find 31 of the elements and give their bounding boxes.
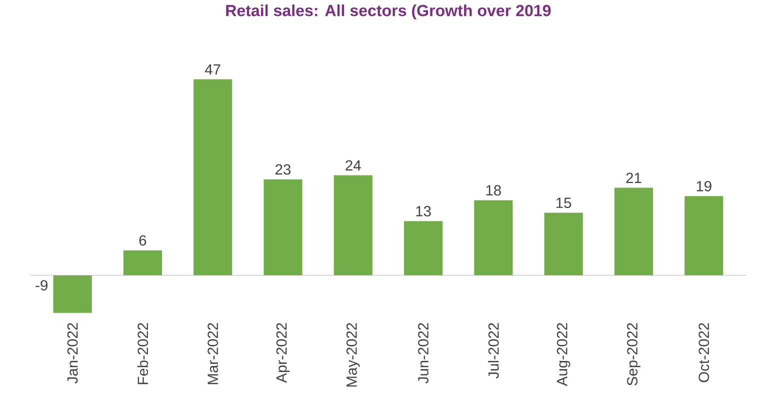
data-label: -9 xyxy=(36,280,48,291)
data-label: 13 xyxy=(416,206,431,217)
x-tick-label: Apr-2022 xyxy=(276,323,290,384)
bar xyxy=(264,180,302,276)
bar xyxy=(334,175,372,276)
chart-title: Retail sales: All sectors (Growth over 2019 xyxy=(226,4,551,20)
data-label: 19 xyxy=(696,181,712,192)
data-label: 23 xyxy=(276,164,291,175)
bar xyxy=(404,221,443,276)
x-tick-label: Oct-2022 xyxy=(698,323,710,382)
bar xyxy=(614,188,654,276)
bar xyxy=(544,212,583,276)
data-label: 15 xyxy=(556,198,572,208)
bar xyxy=(194,79,232,276)
x-tick-label: Aug-2022 xyxy=(556,323,570,386)
bar xyxy=(684,196,724,276)
x-tick-label: Feb-2022 xyxy=(137,323,148,384)
x-tick-label: Jun-2022 xyxy=(418,323,428,384)
data-label: 47 xyxy=(204,64,220,75)
bar xyxy=(123,250,162,276)
x-tick-label: Sep-2022 xyxy=(627,323,640,386)
data-label: 24 xyxy=(346,160,361,171)
data-label: 21 xyxy=(626,172,642,184)
x-tick-label: Jan-2022 xyxy=(67,323,78,384)
data-label: 18 xyxy=(486,185,501,196)
data-label: 6 xyxy=(139,235,146,246)
bar xyxy=(474,200,513,276)
bar xyxy=(53,276,92,314)
x-tick-label: Jul-2022 xyxy=(488,323,499,379)
x-tick-label: May-2022 xyxy=(346,323,360,387)
x-tick-label: Mar-2022 xyxy=(208,323,218,384)
